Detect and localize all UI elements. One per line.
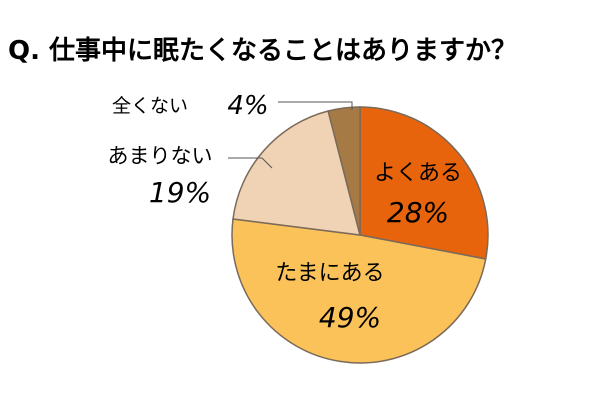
leader-lines	[228, 101, 353, 169]
slice-value-3: 19%	[149, 176, 211, 209]
pie-slice-4	[327, 106, 361, 236]
pie-slice-3	[232, 110, 362, 236]
slice-label-3: あまりない	[108, 144, 213, 168]
leader-line-4	[278, 101, 353, 110]
pie-slice-2	[231, 218, 487, 364]
slice-labels: よくある 28% たまにある 49% あまりない 19% 全くない 4%	[108, 91, 463, 334]
slice-value-1: 28%	[387, 196, 449, 229]
slice-label-1: よくある	[374, 161, 462, 186]
slice-label-2: たまにある	[275, 261, 384, 286]
pie-slices	[231, 106, 489, 364]
chart-title: Q. 仕事中に眠たくなることはありますか？	[8, 36, 518, 66]
leader-line-3	[228, 157, 273, 169]
slice-value-4: 4%	[227, 91, 268, 121]
slice-value-2: 49%	[319, 301, 381, 334]
slice-label-4: 全くない	[112, 95, 188, 117]
pie-slice-1	[359, 106, 489, 260]
